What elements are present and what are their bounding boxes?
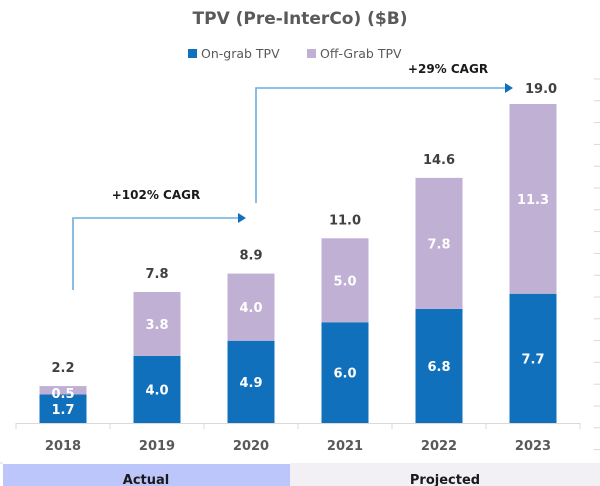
cagr-annotations: +102% CAGR +29% CAGR bbox=[72, 62, 513, 290]
bar-on-grab-2023 bbox=[509, 293, 557, 423]
bar-on-grab-2022 bbox=[415, 308, 463, 423]
segment-label-off-grab-2022: 7.8 bbox=[427, 237, 450, 252]
x-axis: 2018 2019 2020 2021 2022 2023 bbox=[15, 423, 581, 454]
total-label-2021: 11.0 bbox=[329, 213, 361, 228]
x-tick-label-2023: 2023 bbox=[515, 439, 551, 454]
segment-label-off-grab-2023: 11.3 bbox=[517, 193, 549, 208]
total-label-2020: 8.9 bbox=[239, 249, 262, 264]
total-label-2019: 7.8 bbox=[145, 267, 168, 282]
bar-on-grab-2019 bbox=[133, 355, 181, 423]
cagr-arrow-2018-2020 bbox=[72, 217, 240, 290]
cagr-arrow-2020-2023 bbox=[255, 87, 506, 203]
x-tick-label-2022: 2022 bbox=[421, 439, 457, 454]
band-actual-label: Actual bbox=[123, 473, 169, 486]
bar-off-grab-2020 bbox=[227, 273, 275, 341]
segment-label-on-grab-2021: 6.0 bbox=[333, 367, 356, 382]
total-label-2023: 19.0 bbox=[525, 82, 557, 97]
total-label-2022: 14.6 bbox=[423, 153, 455, 168]
bar-off-grab-2021 bbox=[321, 238, 369, 323]
arrowhead-icon bbox=[238, 213, 246, 223]
period-bands: Actual Projected bbox=[0, 462, 600, 486]
x-tick-label-2018: 2018 bbox=[45, 439, 81, 454]
legend-swatch-on-grab bbox=[188, 49, 197, 58]
bar-on-grab-2020 bbox=[227, 340, 275, 423]
legend-label-on-grab: On-grab TPV bbox=[201, 46, 280, 61]
total-label-2018: 2.2 bbox=[51, 361, 74, 376]
arrowhead-icon bbox=[505, 83, 513, 93]
cagr-label-projected: +29% CAGR bbox=[408, 62, 488, 76]
data-labels: 1.70.5 2.2 4.0 3.8 7.8 4.9 4.0 8.9 6.0 5.0 11.0 6.8… bbox=[51, 82, 557, 418]
segment-label-on-grab-2023: 7.7 bbox=[521, 352, 544, 367]
legend-swatch-off-grab bbox=[307, 49, 316, 58]
chart-title: TPV (Pre-InterCo) ($B) bbox=[193, 9, 408, 29]
bar-off-grab-2019 bbox=[133, 292, 181, 356]
x-tick-label-2019: 2019 bbox=[139, 439, 175, 454]
bar-on-grab-2021 bbox=[321, 322, 369, 423]
segment-label-off-grab-2019: 3.8 bbox=[145, 318, 168, 333]
bars bbox=[39, 104, 557, 423]
right-edge-ticks bbox=[594, 78, 600, 451]
x-tick-label-2021: 2021 bbox=[327, 439, 363, 454]
cagr-label-actual: +102% CAGR bbox=[112, 188, 201, 202]
segment-label-off-grab-2020: 4.0 bbox=[239, 301, 262, 316]
segment-label-off-grab-2018: 0.5 bbox=[51, 387, 74, 402]
bar-off-grab-2022 bbox=[415, 177, 463, 309]
segment-label-on-grab-2019: 4.0 bbox=[145, 383, 168, 398]
bar-off-grab-2018 bbox=[39, 386, 87, 395]
legend-label-off-grab: Off-Grab TPV bbox=[320, 46, 402, 61]
legend: On-grab TPV Off-Grab TPV bbox=[188, 46, 402, 61]
x-tick-label-2020: 2020 bbox=[233, 439, 269, 454]
band-projected bbox=[290, 463, 600, 486]
bar-off-grab-2023 bbox=[509, 104, 557, 294]
band-projected-label: Projected bbox=[410, 473, 480, 486]
band-actual bbox=[3, 464, 290, 486]
segment-label-off-grab-2021: 5.0 bbox=[333, 274, 356, 289]
segment-label-on-grab-2018: 1.7 bbox=[51, 403, 74, 418]
segment-label-on-grab-2022: 6.8 bbox=[427, 360, 450, 375]
segment-label-on-grab-2020: 4.9 bbox=[239, 376, 262, 391]
bar-on-grab-2018 bbox=[39, 394, 87, 423]
